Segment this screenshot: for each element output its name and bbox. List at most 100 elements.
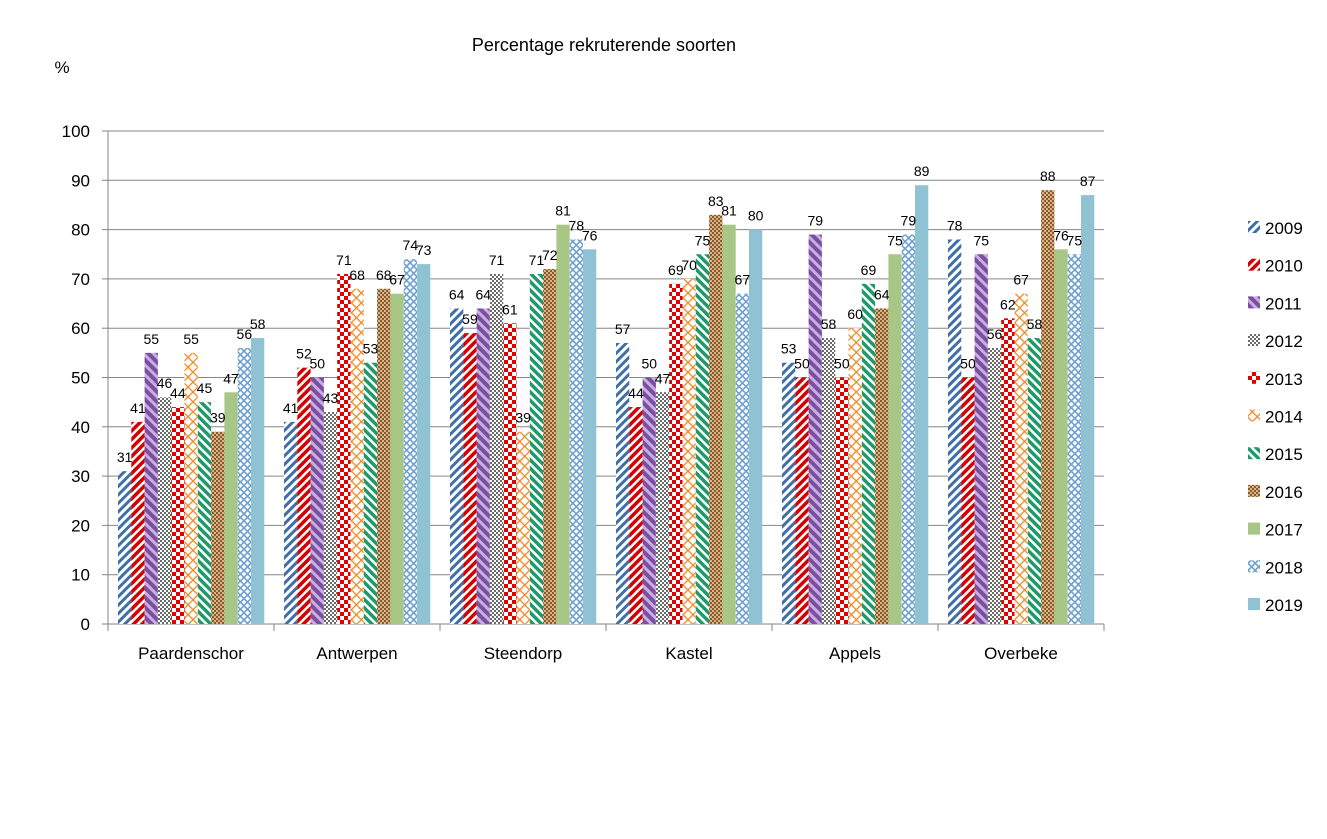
- bar-2012-antwerpen: [323, 412, 338, 624]
- legend-swatch: [1248, 296, 1260, 309]
- bar-2019-kastel: [749, 229, 763, 624]
- y-tick-label: 30: [71, 467, 90, 486]
- data-label: 76: [582, 227, 598, 243]
- data-label: 60: [847, 306, 863, 322]
- data-label: 55: [143, 331, 159, 347]
- data-label: 61: [502, 301, 518, 317]
- data-label: 75: [1067, 232, 1083, 248]
- x-category-label: Steendorp: [484, 644, 562, 663]
- bar-2019-appels: [915, 185, 929, 625]
- data-label: 57: [615, 321, 631, 337]
- data-label: 68: [349, 267, 365, 283]
- bar-2011-steendorp: [476, 308, 490, 624]
- y-tick-label: 50: [71, 369, 90, 388]
- data-label: 41: [283, 400, 299, 416]
- y-tick-label: 20: [71, 516, 90, 535]
- data-label: 74: [403, 237, 419, 253]
- legend-label: 2009: [1265, 219, 1303, 238]
- bar-2015-antwerpen: [363, 362, 378, 624]
- bar-2019-paardenschor: [251, 338, 265, 624]
- data-label: 47: [223, 370, 239, 386]
- data-label: 43: [323, 390, 339, 406]
- data-label: 67: [1013, 272, 1029, 288]
- bars: [118, 185, 1095, 625]
- y-tick-label: 10: [71, 566, 90, 585]
- bar-2016-kastel: [709, 214, 723, 624]
- bar-2014-antwerpen: [350, 288, 364, 624]
- bar-2016-antwerpen: [377, 288, 391, 624]
- bar-2018-steendorp: [569, 239, 583, 624]
- legend-label: 2012: [1265, 332, 1303, 351]
- data-label: 39: [515, 410, 531, 426]
- data-label: 71: [336, 252, 352, 268]
- data-label: 78: [569, 217, 585, 233]
- data-label: 79: [807, 213, 823, 229]
- bar-2009-steendorp: [450, 308, 464, 624]
- x-category-label: Antwerpen: [316, 644, 397, 663]
- legend-swatch: [1248, 334, 1260, 347]
- data-label: 83: [708, 193, 724, 209]
- y-axis-ticks: 0 10 20 30 40 50 60 70 80 90 100: [62, 122, 90, 634]
- x-category-label: Kastel: [665, 644, 712, 663]
- bar-2010-paardenschor: [131, 421, 145, 624]
- data-label: 67: [389, 272, 405, 288]
- bar-2016-paardenschor: [211, 431, 225, 624]
- data-label: 73: [416, 242, 432, 258]
- bar-2013-antwerpen: [337, 273, 351, 624]
- data-label: 44: [170, 385, 186, 401]
- legend-swatch: [1248, 371, 1260, 384]
- legend-label: 2011: [1265, 294, 1302, 313]
- chart-title: Percentage rekruterende soorten: [472, 35, 736, 55]
- bar-2010-steendorp: [463, 333, 477, 624]
- bar-2009-appels: [782, 362, 796, 624]
- bar-2015-overbeke: [1027, 338, 1042, 624]
- bar-2009-kastel: [616, 342, 630, 624]
- data-label: 81: [555, 203, 571, 219]
- gridlines: [102, 130, 1105, 631]
- bar-2014-kastel: [682, 278, 696, 624]
- bar-2018-kastel: [735, 293, 749, 624]
- data-label: 59: [462, 311, 478, 327]
- bar-2018-appels: [901, 234, 915, 624]
- y-tick-label: 100: [62, 122, 90, 141]
- bar-2012-appels: [821, 338, 836, 624]
- bar-2019-steendorp: [583, 249, 597, 624]
- x-category-label: Paardenschor: [138, 644, 244, 663]
- bar-2013-steendorp: [503, 323, 517, 624]
- bar-2016-overbeke: [1041, 190, 1055, 624]
- data-label: 68: [376, 267, 392, 283]
- y-tick-label: 60: [71, 319, 90, 338]
- bar-2017-antwerpen: [390, 293, 404, 624]
- data-label: 81: [721, 203, 737, 219]
- y-tick-label: 80: [71, 221, 90, 240]
- bar-2011-appels: [808, 234, 822, 624]
- legend: 2009 2010 2011 2012 2013 2014 2015 2016 2017 2018…: [1248, 219, 1303, 615]
- data-label: 71: [529, 252, 545, 268]
- data-label: 53: [363, 341, 379, 357]
- data-label: 46: [157, 375, 173, 391]
- data-label: 50: [960, 356, 976, 372]
- data-label: 45: [197, 380, 213, 396]
- data-label: 47: [655, 370, 671, 386]
- legend-label: 2015: [1265, 445, 1303, 464]
- legend-swatch: [1248, 484, 1260, 497]
- bar-2016-appels: [875, 308, 889, 624]
- bar-2011-kastel: [642, 377, 656, 624]
- data-label: 69: [861, 262, 877, 278]
- legend-swatch: [1248, 447, 1260, 460]
- data-label: 80: [748, 208, 764, 224]
- data-label: 89: [914, 163, 930, 179]
- bar-2011-paardenschor: [144, 352, 158, 624]
- legend-swatch: [1248, 221, 1260, 233]
- x-axis-categories: Paardenschor Antwerpen Steendorp Kastel Appe…: [138, 644, 1058, 663]
- data-label: 70: [681, 257, 697, 273]
- data-label: 64: [449, 286, 465, 302]
- data-label: 75: [973, 232, 989, 248]
- legend-swatch: [1248, 522, 1260, 535]
- bar-2017-paardenschor: [224, 392, 238, 624]
- data-label: 58: [821, 316, 837, 332]
- legend-label: 2014: [1265, 408, 1303, 427]
- bar-2012-paardenschor: [157, 397, 172, 624]
- bar-2017-appels: [888, 254, 902, 624]
